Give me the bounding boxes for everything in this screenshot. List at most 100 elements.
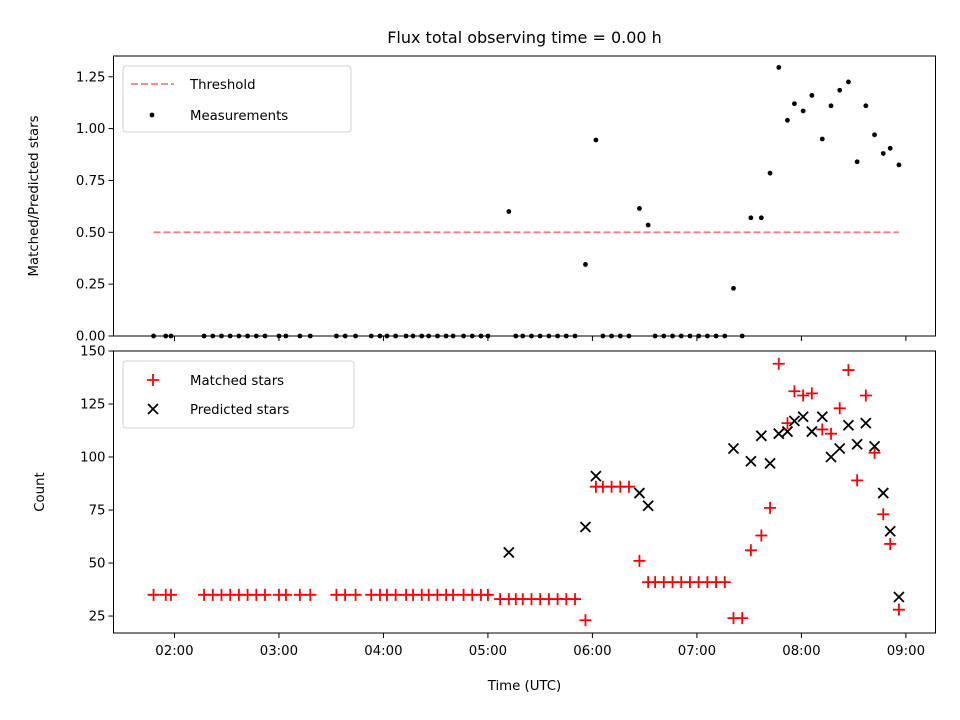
measurement-point [792, 101, 797, 107]
predicted-star-point [860, 417, 872, 429]
predicted-star-point [825, 451, 837, 463]
matched-star-point [164, 588, 177, 601]
bottom-y-tick-label: 75 [89, 504, 106, 519]
predicted-star-point [503, 546, 515, 559]
matched-star-point [816, 423, 829, 436]
bottom-y-tick-label: 100 [80, 451, 105, 466]
measurement-point [872, 132, 877, 138]
top-legend: Threshold Measurements [122, 65, 352, 133]
top-y-tick-label: 1.00 [76, 122, 106, 137]
top-legend-box [122, 65, 352, 133]
matched-star-point [736, 612, 749, 625]
top-y-tick-label: 0.25 [76, 278, 106, 293]
bottom-x-axis: 02:00 03:00 04:00 05:00 06:00 07:00 08:00 09:00 [155, 633, 925, 659]
top-y-axis: 0.00 0.25 0.50 0.75 1.00 1.25 [76, 70, 114, 345]
matched-star-point [622, 480, 635, 493]
matched-star-point [304, 588, 317, 601]
matched-star-point [892, 603, 905, 616]
measurement-point [819, 136, 825, 142]
matched-star-point [877, 508, 890, 521]
bottom-x-tick-label: 03:00 [260, 644, 298, 659]
bottom-x-tick-label: 05:00 [469, 644, 507, 659]
top-y-tick-label: 1.25 [76, 70, 106, 85]
predicted-star-point [745, 455, 757, 467]
matched-star-point [349, 588, 362, 601]
matched-star-point [259, 588, 272, 601]
matched-star-point [825, 427, 838, 440]
bottom-legend-box [122, 360, 355, 429]
predicted-star-point [773, 428, 785, 440]
matched-star-point [842, 364, 855, 377]
legend-predicted-label: Predicted stars [190, 403, 289, 418]
measurement-point [880, 151, 886, 156]
predicted-star-point [788, 415, 801, 427]
top-y-tick-label: 0.50 [76, 226, 106, 241]
matched-star-point [718, 576, 731, 589]
matched-star-point [147, 588, 160, 601]
measurement-point [748, 215, 754, 221]
predicted-star-point [781, 425, 794, 438]
matched-star-point [851, 474, 864, 487]
matched-star-point [447, 588, 460, 601]
predicted-star-point [590, 470, 602, 482]
top-y-tick-label: 0.00 [76, 330, 106, 345]
measurement-point [846, 79, 851, 85]
measurement-point [800, 108, 806, 114]
bottom-y-tick-label: 25 [89, 610, 106, 625]
matched-star-point [755, 529, 768, 542]
matched-star-point [859, 389, 872, 402]
bottom-x-tick-label: 07:00 [678, 644, 716, 659]
top-plot-frame [113, 55, 936, 337]
predicted-star-point [806, 425, 818, 438]
measurement-point [863, 103, 869, 109]
measurement-point [731, 285, 736, 291]
legend-predicted-swatch [147, 403, 159, 415]
legend-threshold-label: Threshold [189, 78, 256, 93]
bottom-y-tick-label: 150 [80, 345, 105, 360]
bottom-x-tick-label: 06:00 [573, 644, 611, 659]
legend-matched-swatch [147, 374, 159, 386]
predicted-star-point [727, 442, 740, 455]
measurement-point [506, 209, 512, 214]
predicted-star-point [868, 440, 881, 453]
predicted-star-point [764, 457, 776, 470]
matched-star-point [772, 357, 785, 370]
matched-star-point [633, 554, 646, 567]
predicted-star-point [884, 525, 896, 537]
predicted-star-point [755, 430, 767, 442]
measurement-point [887, 145, 893, 151]
matched-star-point [569, 593, 582, 606]
measurement-point [767, 170, 773, 176]
predicted-star-point [633, 487, 646, 499]
matched-star-point [797, 389, 810, 402]
predicted-star-point [579, 521, 592, 533]
measurement-point [645, 222, 651, 228]
matched-star-point [868, 446, 881, 459]
matched-star-point [805, 387, 818, 400]
measurement-point [828, 103, 834, 109]
measurement-point [896, 162, 902, 168]
bottom-x-tick-label: 04:00 [364, 644, 402, 659]
predicted-star-point [877, 487, 889, 499]
legend-measurements-label: Measurements [190, 109, 288, 124]
measurement-point [593, 137, 599, 143]
predicted-star-point [642, 500, 654, 512]
top-chart-title: Flux total observing time = 0.00 h [387, 28, 662, 47]
top-y-axis-label: Matched/Predicted stars [27, 115, 42, 276]
matched-star-point [744, 544, 757, 557]
measurement-point [776, 65, 782, 70]
predicted-star-point [893, 591, 905, 603]
bottom-y-axis: 25 50 75 100 125 150 [80, 345, 114, 625]
matched-star-point [579, 614, 592, 627]
top-y-tick-label: 0.75 [76, 174, 106, 189]
measurement-point [837, 87, 843, 93]
measurement-point [758, 215, 764, 221]
bottom-x-tick-label: 09:00 [887, 644, 925, 659]
predicted-star-point [842, 419, 855, 431]
bottom-plot-frame [113, 350, 936, 634]
bottom-y-tick-label: 125 [80, 398, 105, 413]
predicted-star-point [834, 442, 846, 455]
measurement-point [809, 93, 815, 98]
bottom-plot-area [147, 357, 905, 627]
